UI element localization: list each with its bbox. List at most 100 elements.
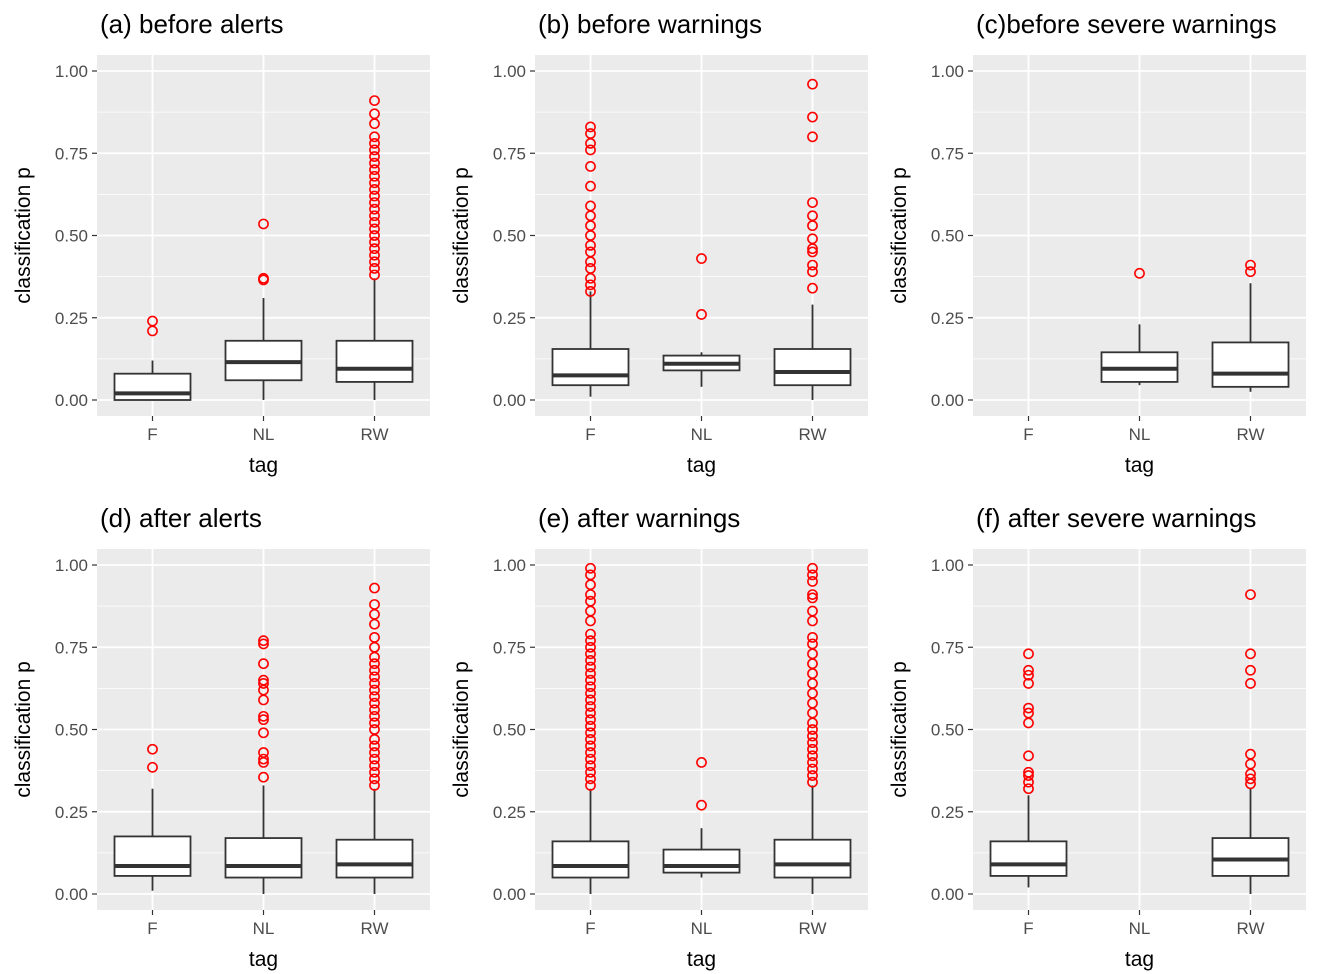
box-iqr [113, 372, 192, 401]
box-NL [224, 635, 303, 894]
y-tick-label: 0.75 [931, 144, 964, 163]
outlier-point [585, 681, 596, 693]
outlier-point [369, 249, 380, 261]
outlier-point [585, 701, 596, 712]
outlier-point [369, 223, 380, 235]
y-tick-label: 0.75 [931, 638, 964, 657]
y-tick-label: 0.00 [493, 885, 526, 904]
outlier-point [369, 157, 380, 169]
chart-panel-e: 0.00 0.25 0.50 0.75 1.00 F NL RW (e) after warni… [450, 503, 868, 971]
panel-title: (c)before severe warnings [976, 9, 1277, 39]
y-tick-label: 0.25 [55, 309, 88, 328]
outlier-point [696, 309, 707, 320]
x-tick-label: F [585, 425, 595, 444]
box-RW [773, 562, 852, 894]
outlier-point [1134, 267, 1145, 279]
outlier-point [807, 78, 818, 90]
y-tick-label: 0.25 [55, 803, 88, 822]
x-tick-label: NL [1129, 425, 1151, 444]
outlier-point [369, 664, 380, 676]
outlier-point [369, 216, 380, 228]
outlier-point [369, 243, 380, 255]
outlier-point [807, 111, 818, 123]
y-tick-label: 0.50 [55, 721, 88, 740]
outlier-point [807, 743, 818, 755]
box-iqr [551, 840, 630, 879]
outlier-point [585, 246, 596, 258]
outlier-point [258, 771, 269, 783]
outlier-point [807, 724, 818, 735]
outlier-point [369, 108, 380, 120]
outlier-point [807, 233, 818, 245]
box-iqr [335, 838, 414, 879]
outlier-point [369, 710, 380, 722]
outlier-point [585, 655, 596, 666]
box-RW [335, 95, 414, 400]
y-tick-label: 0.00 [493, 391, 526, 410]
outlier-point [1023, 702, 1034, 714]
outlier-point [585, 562, 596, 574]
outlier-point [369, 203, 380, 215]
y-axis-title: classification p [12, 167, 35, 304]
outlier-point [369, 747, 380, 758]
y-tick-label: 0.75 [493, 638, 526, 657]
outlier-point [585, 262, 596, 274]
y-axis-title: classification p [450, 661, 473, 798]
box-iqr [335, 339, 414, 383]
outlier-point [369, 151, 380, 162]
outlier-point [807, 605, 818, 617]
box-NL [662, 253, 741, 387]
outlier-point [585, 144, 596, 156]
outlier-point [1023, 783, 1034, 795]
x-tick-label: RW [360, 919, 388, 938]
y-tick-label: 1.00 [55, 556, 88, 575]
outlier-point [585, 128, 596, 139]
y-axis-title: classification p [888, 167, 911, 304]
outlier-point [369, 704, 380, 716]
outlier-point [1245, 259, 1256, 271]
outlier-point [585, 279, 596, 291]
y-tick-label: 0.75 [55, 144, 88, 163]
box-iqr [773, 348, 852, 387]
outlier-point [369, 780, 380, 791]
outlier-point [369, 760, 380, 772]
box-RW [1211, 259, 1290, 392]
x-tick-label: RW [798, 425, 826, 444]
outlier-point [369, 740, 380, 752]
outlier-point [585, 635, 596, 647]
panel-title: (e) after warnings [538, 503, 740, 533]
outlier-point [807, 776, 818, 788]
outlier-point [807, 638, 818, 650]
outlier-point [585, 733, 596, 745]
outlier-point [369, 658, 380, 670]
x-axis-title: tag [1125, 948, 1154, 971]
outlier-point [258, 638, 269, 650]
chart-panel-f: 0.00 0.25 0.50 0.75 1.00 F NL RW (f) after sever… [888, 503, 1306, 971]
outlier-point [369, 753, 380, 765]
y-axis-title: classification p [12, 661, 35, 798]
box-iqr [1211, 341, 1290, 388]
y-tick-label: 1.00 [931, 62, 964, 81]
outlier-point [585, 753, 596, 765]
outlier-point [585, 121, 596, 133]
outlier-point [1023, 678, 1034, 689]
y-tick-label: 1.00 [55, 62, 88, 81]
box-NL [1100, 267, 1179, 386]
box-F [113, 743, 192, 891]
box-iqr [989, 840, 1068, 877]
panel-title: (f) after severe warnings [976, 503, 1256, 533]
outlier-point [585, 714, 596, 726]
outlier-point [585, 720, 596, 732]
outlier-point [369, 256, 380, 268]
y-tick-label: 0.50 [55, 227, 88, 246]
outlier-point [585, 727, 596, 739]
outlier-point [807, 210, 818, 222]
x-tick-label: RW [1236, 425, 1264, 444]
outlier-point [1023, 669, 1034, 681]
outlier-point [369, 717, 380, 729]
outlier-point [1245, 664, 1256, 676]
outlier-point [369, 177, 380, 189]
box-F [551, 121, 630, 397]
outlier-point [585, 595, 596, 607]
x-tick-label: F [147, 425, 157, 444]
